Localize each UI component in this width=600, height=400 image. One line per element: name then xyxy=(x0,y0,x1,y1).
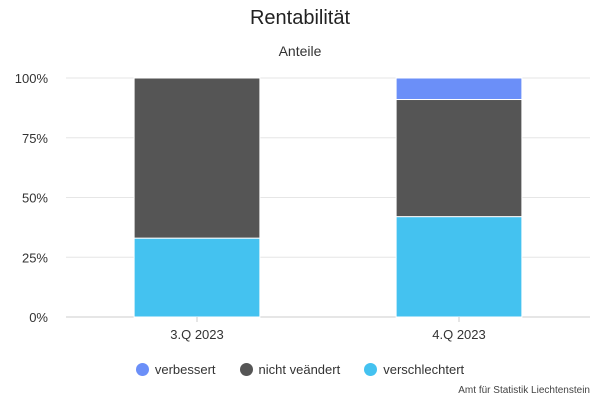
bar-segment xyxy=(395,99,523,218)
legend-label: verschlechtert xyxy=(383,362,465,377)
legend-label: nicht veändert xyxy=(258,362,341,377)
bar-segment xyxy=(133,77,261,239)
y-tick-label: 0% xyxy=(29,310,48,325)
legend-item[interactable]: nicht veändert xyxy=(239,362,341,377)
y-tick-label: 75% xyxy=(22,131,48,146)
chart-subtitle: Anteile xyxy=(278,43,322,59)
bar-segment xyxy=(133,237,261,318)
chart-legend: verbessert nicht veändert verschlechtert xyxy=(0,362,600,377)
source-credit: Amt für Statistik Liechtenstein xyxy=(458,385,590,396)
legend-swatch xyxy=(135,363,149,376)
legend-swatch xyxy=(239,363,253,376)
legend-swatch xyxy=(364,363,378,376)
y-tick-label: 25% xyxy=(22,250,48,265)
bar-segment xyxy=(395,216,523,318)
legend-label: verbessert xyxy=(154,362,216,377)
y-tick-label: 50% xyxy=(22,191,48,206)
chart-title: Rentabilität xyxy=(249,7,351,29)
y-tick-label: 100% xyxy=(15,71,49,86)
x-tick-label: 4.Q 2023 xyxy=(432,327,486,342)
x-tick-label: 3.Q 2023 xyxy=(170,327,224,342)
legend-item[interactable]: verbessert xyxy=(135,362,216,377)
legend-item[interactable]: verschlechtert xyxy=(364,362,464,377)
bar-segment xyxy=(395,77,523,101)
stacked-bar-chart: 0% 25% 50% 75% 100% 3.Q 2023 4.Q 2023 xyxy=(15,71,590,342)
